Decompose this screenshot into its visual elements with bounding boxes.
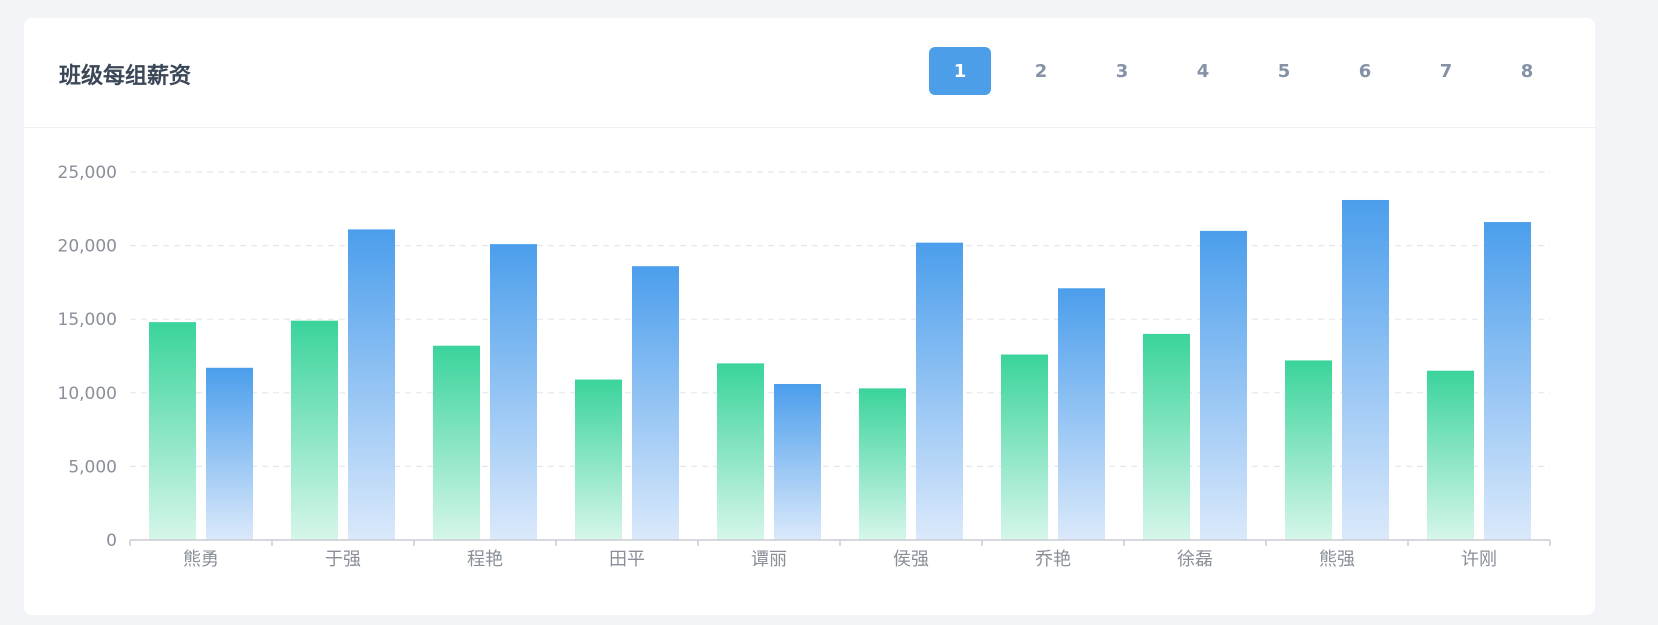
bar-series-2-许刚[interactable] <box>1484 222 1531 540</box>
page-button-8[interactable]: 8 <box>1520 60 1534 82</box>
y-tick-label: 15,000 <box>58 310 117 330</box>
y-tick-label: 10,000 <box>58 384 117 404</box>
bar-series-2-熊勇[interactable] <box>206 367 253 540</box>
bar-series-1-于强[interactable] <box>291 320 338 540</box>
y-tick-label: 25,000 <box>58 163 117 183</box>
page-button-4[interactable]: 4 <box>1196 60 1210 82</box>
x-tick-label: 徐磊 <box>1177 549 1213 570</box>
bar-series-2-熊强[interactable] <box>1342 199 1389 540</box>
page-button-6[interactable]: 6 <box>1358 60 1372 82</box>
bar-series-1-熊强[interactable] <box>1285 360 1332 540</box>
y-tick-label: 20,000 <box>58 237 117 257</box>
bar-series-1-熊勇[interactable] <box>149 322 196 540</box>
grid-lines <box>130 171 1550 467</box>
x-axis <box>129 539 1551 546</box>
x-tick-label: 于强 <box>325 549 361 570</box>
bars <box>149 199 1531 541</box>
bar-series-1-程艳[interactable] <box>433 345 480 540</box>
x-tick-label: 许刚 <box>1461 549 1497 570</box>
bar-series-2-侯强[interactable] <box>916 242 963 540</box>
bar-series-2-徐磊[interactable] <box>1200 230 1247 540</box>
page-button-2[interactable]: 2 <box>1034 60 1048 82</box>
x-tick-label: 程艳 <box>467 549 503 570</box>
page-button-1[interactable]: 1 <box>929 47 991 95</box>
x-tick-label: 谭丽 <box>751 549 787 570</box>
bar-series-1-田平[interactable] <box>575 379 622 540</box>
x-axis-ticks: 熊勇 于强 程艳 田平 谭丽 侯强 乔艳 徐磊 熊强 许刚 <box>183 549 1497 570</box>
bar-series-2-于强[interactable] <box>348 229 395 540</box>
page-button-3[interactable]: 3 <box>1115 60 1129 82</box>
y-tick-label: 5,000 <box>68 457 117 477</box>
card-header: 班级每组薪资 1 2 3 4 5 6 7 8 <box>24 18 1595 128</box>
x-tick-label: 熊强 <box>1319 549 1355 570</box>
bar-series-2-田平[interactable] <box>632 266 679 540</box>
bar-series-1-谭丽[interactable] <box>717 363 764 540</box>
card-title: 班级每组薪资 <box>59 64 192 89</box>
page-button-7[interactable]: 7 <box>1439 60 1453 82</box>
bar-series-2-乔艳[interactable] <box>1058 288 1105 540</box>
x-tick-label: 乔艳 <box>1035 549 1071 570</box>
pagination: 1 2 3 4 5 6 7 8 <box>929 47 1577 95</box>
bar-series-1-侯强[interactable] <box>859 388 906 540</box>
bar-series-2-谭丽[interactable] <box>774 383 821 540</box>
x-tick-label: 田平 <box>609 549 645 570</box>
page-button-5[interactable]: 5 <box>1277 60 1291 82</box>
bar-series-2-程艳[interactable] <box>490 244 537 541</box>
x-tick-label: 熊勇 <box>183 549 219 570</box>
bar-series-1-乔艳[interactable] <box>1001 354 1048 540</box>
bar-series-1-许刚[interactable] <box>1427 370 1474 540</box>
x-tick-label: 侯强 <box>893 549 929 570</box>
y-axis-ticks: 0 5,000 10,000 15,000 20,000 25,000 <box>58 163 117 551</box>
bar-series-1-徐磊[interactable] <box>1143 333 1190 540</box>
y-tick-label: 0 <box>106 531 117 551</box>
